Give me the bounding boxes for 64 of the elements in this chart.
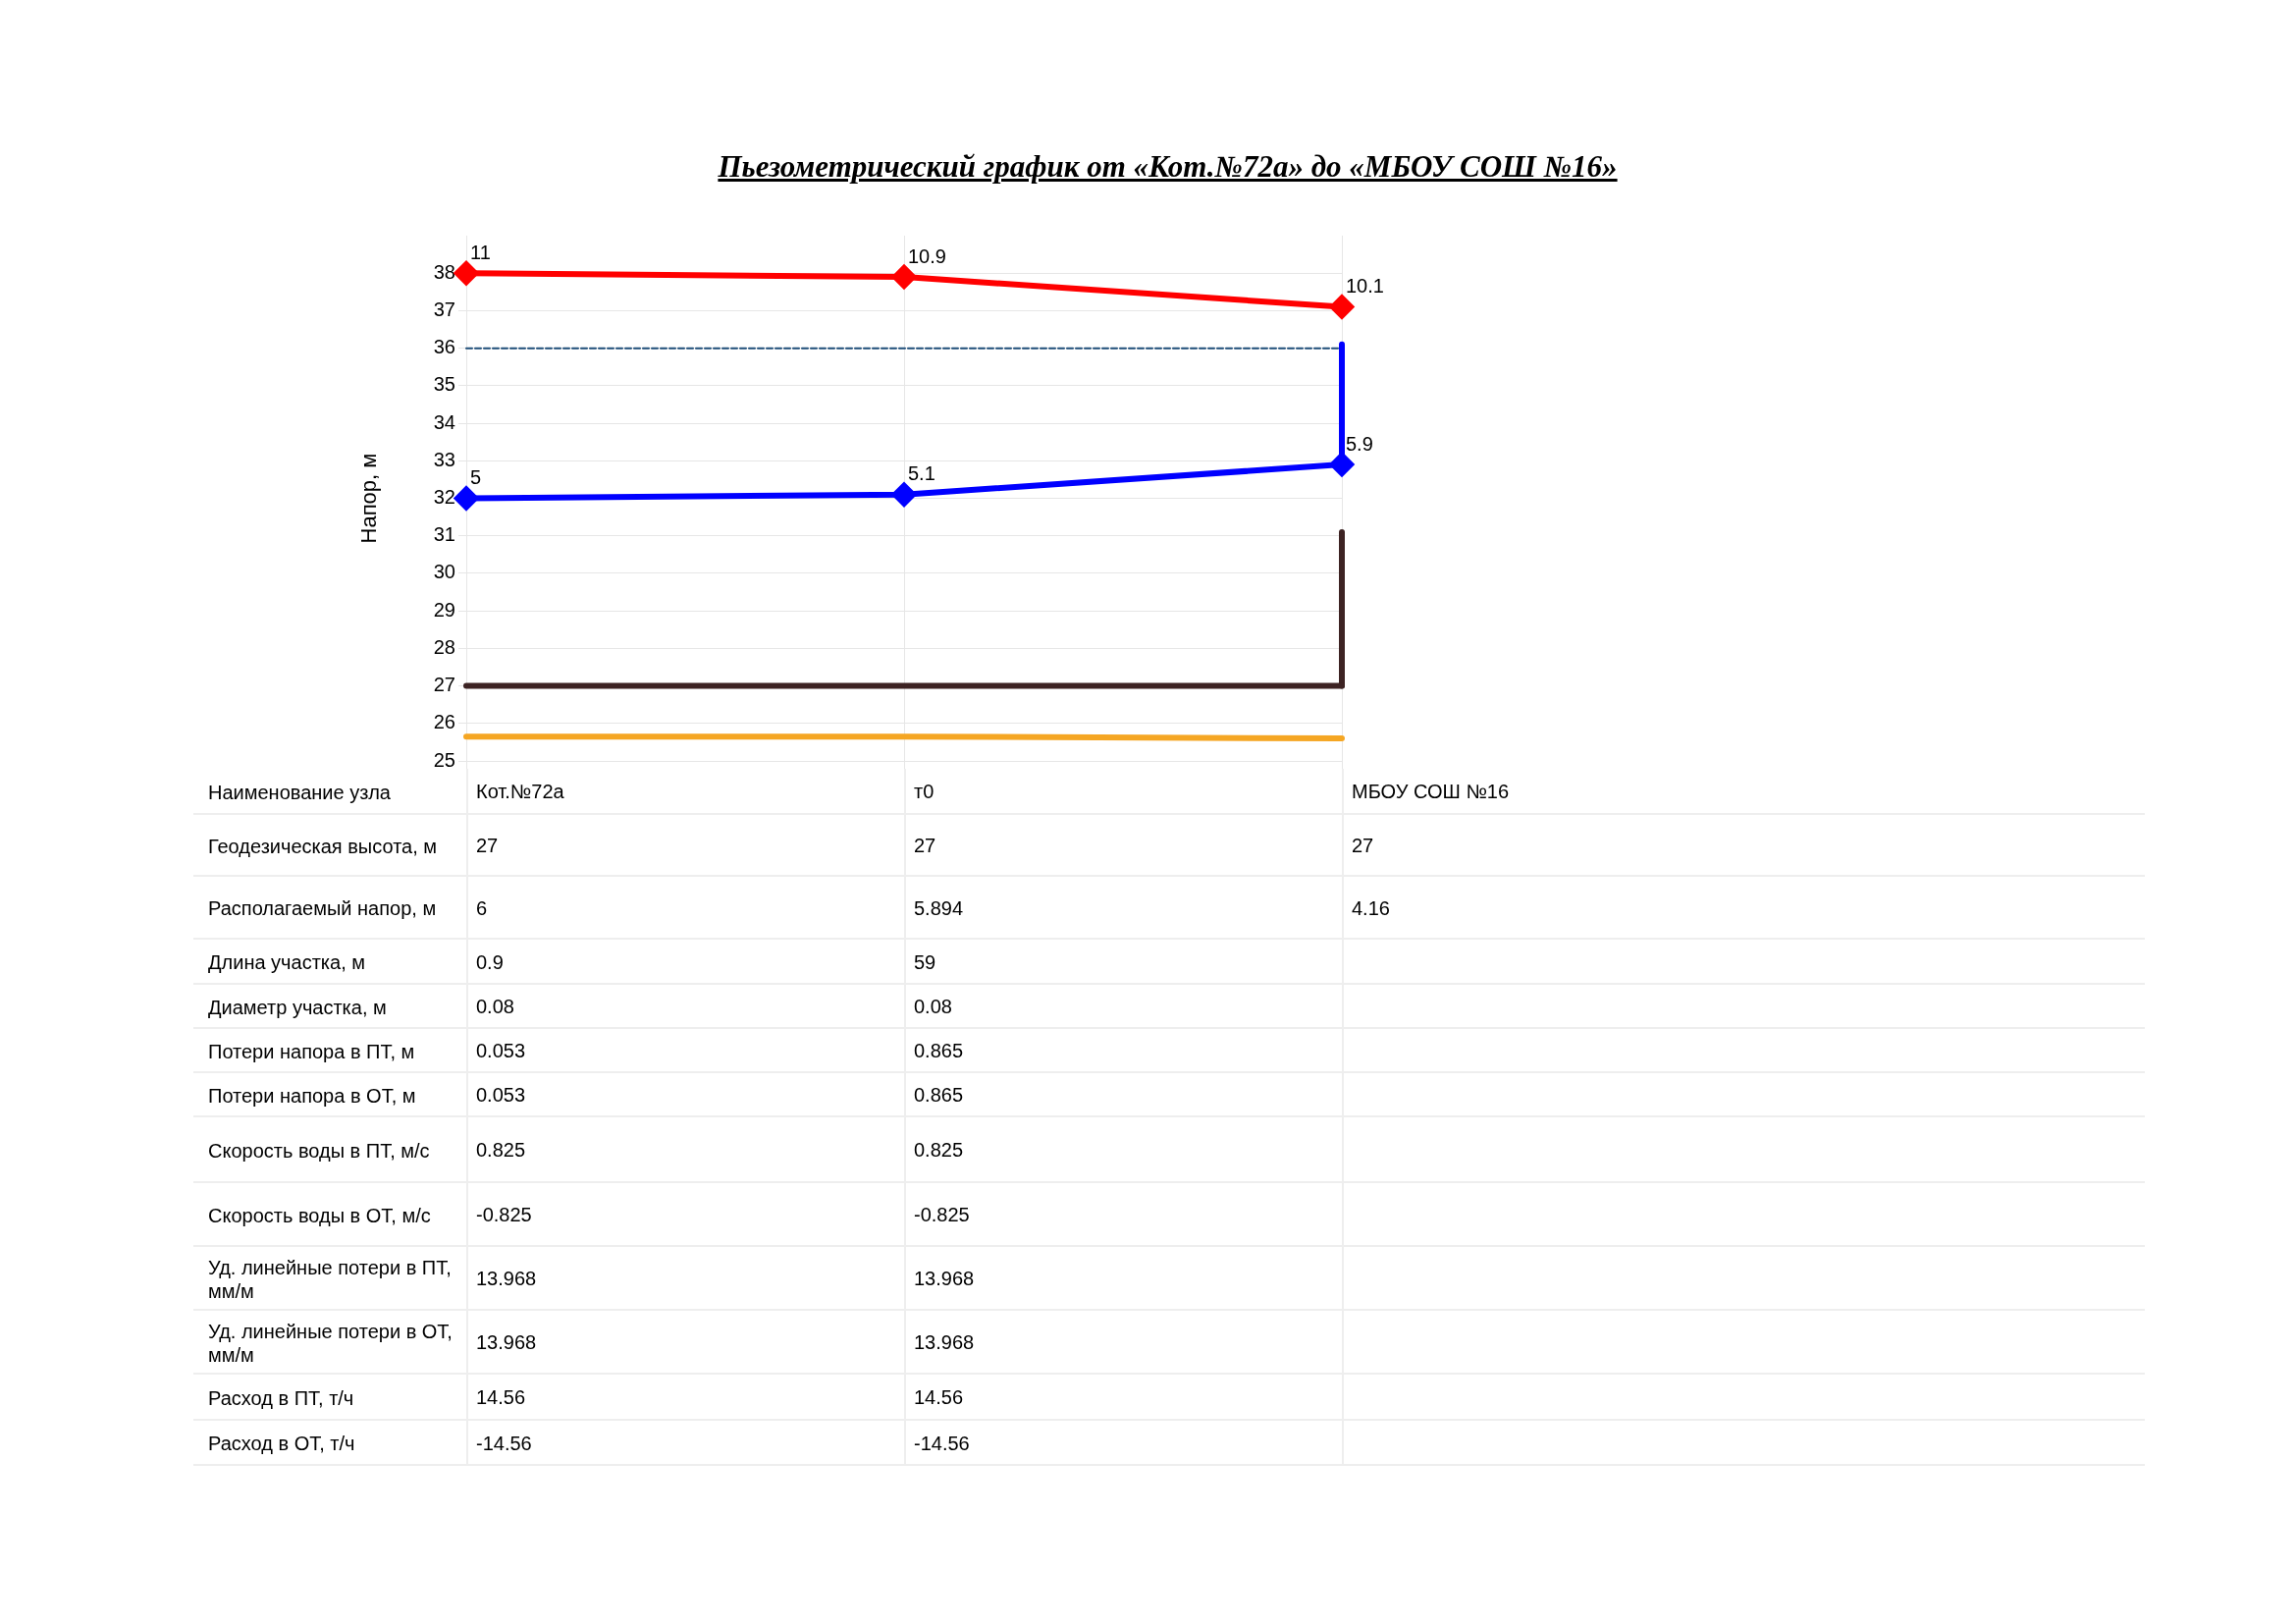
- text: 13.968: [914, 1330, 975, 1355]
- x-axis-title: Наименование узла: [208, 780, 392, 805]
- y-tick-label: 35: [433, 373, 455, 396]
- text: Скорость воды в ПТ, м/с: [208, 1138, 431, 1164]
- y-tick-label: 30: [433, 561, 455, 583]
- text: 13.968: [914, 1267, 975, 1291]
- text: Диаметр участка, м: [208, 995, 388, 1020]
- y-tick-label: 26: [433, 711, 455, 733]
- x-tick-label: Кот.№72а: [476, 780, 564, 804]
- text: 0.825: [914, 1138, 964, 1163]
- y-tick-label: 33: [433, 448, 455, 470]
- text: 14.56: [476, 1385, 526, 1410]
- text: -0.825: [476, 1203, 532, 1227]
- y-tick-label: 37: [433, 298, 455, 320]
- text: Потери напора в ОТ, м: [208, 1083, 417, 1109]
- text: Длина участка, м: [208, 950, 366, 975]
- y-tick-label: 34: [433, 410, 455, 433]
- text: 13.968: [476, 1330, 537, 1355]
- y-tick-label: 27: [433, 674, 455, 696]
- text: Скорость воды в ОТ, м/с: [208, 1203, 432, 1228]
- text: Уд. линейные потери в ПТ, мм/м: [208, 1255, 453, 1304]
- y-tick-label: 36: [433, 336, 455, 358]
- y-tick-label: 28: [433, 635, 455, 658]
- text: 0.08: [914, 995, 952, 1019]
- text: Располагаемый напор, м: [208, 896, 438, 921]
- y-tick-label: 25: [433, 748, 455, 771]
- text: 27: [914, 834, 936, 858]
- y-axis-title: Напор, м: [356, 453, 382, 544]
- text: 0.053: [476, 1083, 526, 1108]
- text: Потери напора в ПТ, м: [208, 1039, 416, 1064]
- y-tick-label: 38: [433, 260, 455, 283]
- text: -14.56: [476, 1431, 532, 1456]
- text: Уд. линейные потери в ОТ, мм/м: [208, 1319, 454, 1368]
- text: 5.894: [914, 895, 964, 921]
- chart-title: Пьезометрический график от «Кот.№72а» до «МБОУ СОШ №16»: [718, 149, 1618, 184]
- text: 0.865: [914, 1083, 964, 1108]
- annotation: 5.1: [908, 462, 935, 485]
- text: 0.825: [476, 1138, 526, 1163]
- text: Расход в ОТ, т/ч: [208, 1432, 356, 1456]
- annotation: 10.9: [908, 244, 946, 267]
- x-tick-label: т0: [914, 780, 934, 804]
- y-tick-label: 29: [433, 598, 455, 621]
- text: -14.56: [914, 1431, 970, 1456]
- text: 6: [476, 895, 488, 921]
- text: 27: [1352, 834, 1374, 858]
- y-tick-label: 32: [433, 486, 455, 509]
- text: 0.053: [476, 1039, 526, 1063]
- text: Геодезическая высота, м: [208, 834, 439, 859]
- annotation: 5: [470, 466, 482, 489]
- text: -0.825: [914, 1203, 970, 1227]
- x-tick-label: МБОУ СОШ №16: [1352, 780, 1510, 804]
- text: 4.16: [1352, 895, 1390, 921]
- text: 59: [914, 949, 936, 975]
- text: 14.56: [914, 1385, 964, 1410]
- text: Расход в ПТ, т/ч: [208, 1385, 355, 1411]
- annotation: 11: [470, 241, 491, 263]
- text: 0.865: [914, 1039, 964, 1063]
- text: 13.968: [476, 1267, 537, 1291]
- text: 10.1: [1346, 275, 1384, 298]
- text: 5.9: [1346, 432, 1373, 455]
- text: 0.08: [476, 995, 514, 1019]
- y-tick-label: 31: [433, 523, 455, 546]
- text: 0.9: [476, 949, 504, 975]
- text: 27: [476, 834, 499, 858]
